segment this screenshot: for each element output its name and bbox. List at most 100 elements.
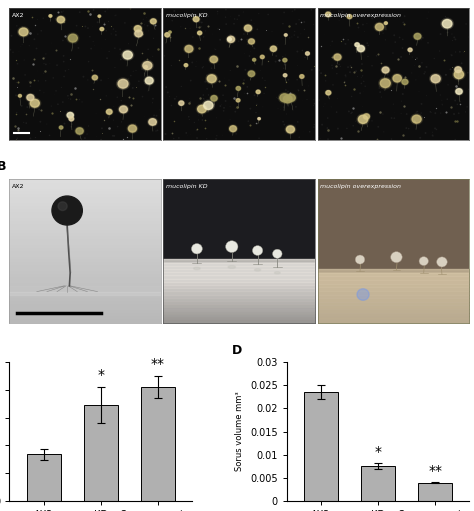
Bar [9, 256, 161, 259]
Point [363, 19, 371, 28]
Point [246, 52, 253, 60]
Point [97, 135, 105, 144]
Point [112, 31, 120, 39]
Point [100, 20, 108, 28]
Circle shape [18, 27, 29, 37]
Circle shape [256, 90, 260, 94]
Point [24, 95, 32, 103]
Circle shape [144, 76, 155, 85]
Point [109, 116, 117, 124]
Point [246, 48, 254, 56]
Point [170, 117, 178, 125]
Point [27, 82, 34, 90]
Point [280, 64, 288, 73]
Point [432, 71, 440, 79]
Circle shape [197, 31, 202, 35]
Point [12, 56, 20, 64]
Point [335, 16, 343, 25]
Circle shape [209, 55, 219, 63]
Point [324, 126, 332, 134]
Point [58, 8, 65, 16]
Point [161, 52, 168, 60]
Bar [164, 300, 315, 321]
Point [295, 86, 302, 95]
Point [22, 119, 30, 127]
Point [235, 11, 243, 19]
Point [205, 12, 212, 20]
Point [395, 15, 403, 24]
Point [14, 60, 21, 68]
Point [457, 71, 465, 79]
Point [54, 100, 62, 108]
Circle shape [393, 75, 401, 82]
Point [138, 65, 146, 73]
Point [110, 103, 118, 111]
Point [252, 101, 260, 109]
Point [175, 56, 182, 64]
Point [220, 104, 228, 112]
Circle shape [419, 257, 428, 266]
Point [429, 131, 437, 140]
Point [414, 107, 421, 115]
Point [129, 67, 137, 75]
Point [182, 129, 190, 137]
Point [55, 60, 63, 68]
Point [226, 102, 234, 110]
Point [219, 131, 226, 139]
Text: D: D [232, 344, 242, 357]
Point [282, 78, 290, 86]
Point [41, 54, 48, 62]
Point [282, 51, 289, 59]
Circle shape [52, 196, 82, 225]
Point [321, 71, 329, 79]
Point [424, 39, 432, 47]
Point [317, 42, 325, 50]
Point [338, 8, 346, 16]
Point [352, 117, 359, 125]
Circle shape [211, 96, 217, 101]
Point [30, 76, 38, 84]
Point [108, 85, 116, 94]
Text: mucolipin KD: mucolipin KD [166, 184, 208, 190]
Point [20, 119, 27, 127]
Point [222, 6, 230, 14]
Circle shape [374, 22, 384, 32]
Point [138, 49, 146, 57]
Point [390, 100, 397, 108]
Point [382, 36, 389, 44]
Ellipse shape [228, 266, 236, 268]
Point [145, 45, 152, 53]
Circle shape [282, 94, 293, 104]
Circle shape [91, 75, 98, 80]
Circle shape [191, 244, 202, 254]
Point [455, 109, 463, 118]
Point [308, 66, 316, 74]
Point [106, 128, 113, 136]
Point [86, 33, 94, 41]
Circle shape [178, 100, 184, 106]
Point [451, 118, 459, 126]
Bar [9, 306, 161, 309]
Circle shape [184, 63, 188, 67]
Point [451, 135, 459, 144]
Point [402, 124, 410, 132]
Point [199, 64, 206, 72]
Point [40, 60, 48, 68]
Bar [9, 220, 161, 223]
Point [146, 82, 154, 90]
Bar [9, 223, 161, 226]
Bar [9, 262, 161, 264]
Point [322, 77, 329, 85]
Point [222, 97, 229, 105]
Circle shape [227, 37, 232, 41]
Point [193, 125, 201, 133]
Bar [318, 179, 469, 323]
Point [301, 54, 309, 62]
Circle shape [18, 95, 21, 97]
Circle shape [236, 86, 240, 90]
Point [242, 66, 249, 74]
Point [347, 109, 355, 118]
Point [100, 18, 108, 27]
Point [78, 98, 86, 106]
Circle shape [66, 111, 74, 119]
